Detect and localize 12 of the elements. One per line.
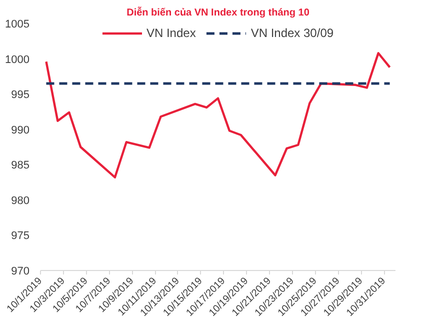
y-tick-label: 1005: [5, 18, 30, 30]
y-tick-label: 995: [11, 89, 30, 102]
y-tick-label: 1000: [5, 54, 30, 66]
y-tick-label: 980: [11, 194, 30, 207]
line-series: [45, 52, 391, 178]
legend-label: VN Index 30/09: [250, 26, 334, 40]
y-tick-label: 970: [11, 266, 30, 278]
y-tick-label: 975: [11, 230, 30, 242]
y-tick-label: 990: [11, 124, 30, 136]
chart-title: Diễn biến của VN Index trong tháng 10: [126, 6, 310, 18]
legend-label: VN Index: [146, 26, 196, 40]
y-tick-label: 985: [11, 160, 30, 172]
